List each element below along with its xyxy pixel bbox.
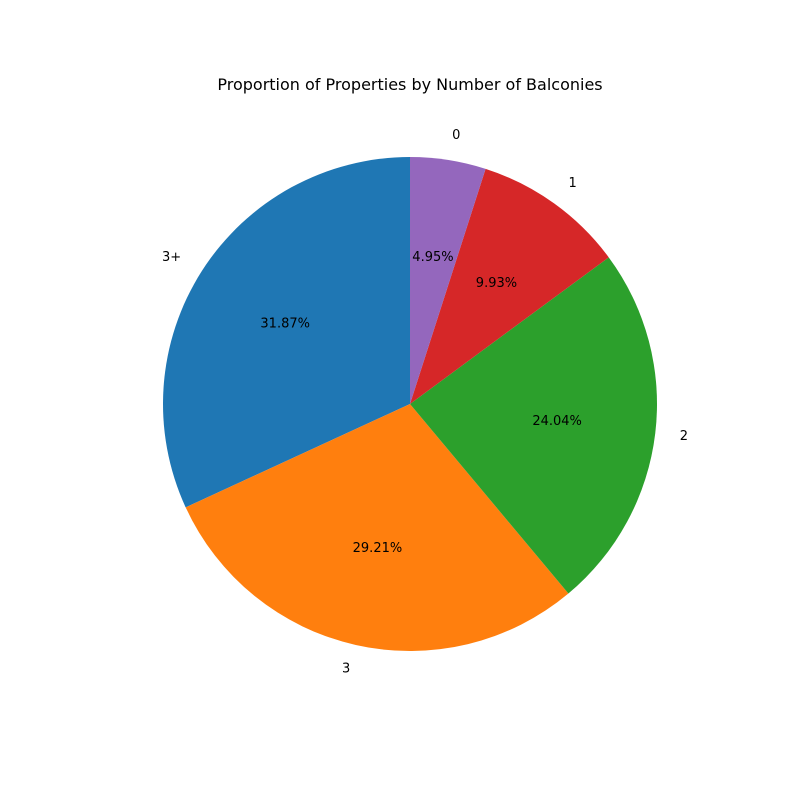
pie-slice-0	[410, 157, 486, 404]
slice-percent-label: 29.21%	[353, 541, 403, 556]
pie-slices	[163, 157, 657, 651]
pie-labels: 3+ 31.87% 3 29.21% 2 24.04% 1 9.93% 0 4.95%	[162, 128, 688, 676]
chart-title: Proportion of Properties by Number of Ba…	[217, 75, 602, 94]
slice-percent-label: 31.87%	[260, 317, 310, 332]
slice-category-label: 0	[452, 128, 460, 143]
slice-category-label: 1	[569, 176, 577, 191]
slice-category-label: 3	[342, 662, 350, 677]
pie-slice-3-plus	[163, 157, 410, 508]
pie-slice-3	[185, 404, 569, 651]
slice-percent-label: 24.04%	[532, 414, 582, 429]
slice-percent-label: 9.93%	[476, 276, 517, 291]
pie-slice-2	[410, 257, 657, 594]
slice-percent-label: 4.95%	[412, 250, 453, 265]
slice-category-label: 2	[680, 429, 688, 444]
pie-slice-1	[410, 168, 609, 404]
slice-category-label: 3+	[162, 250, 181, 265]
